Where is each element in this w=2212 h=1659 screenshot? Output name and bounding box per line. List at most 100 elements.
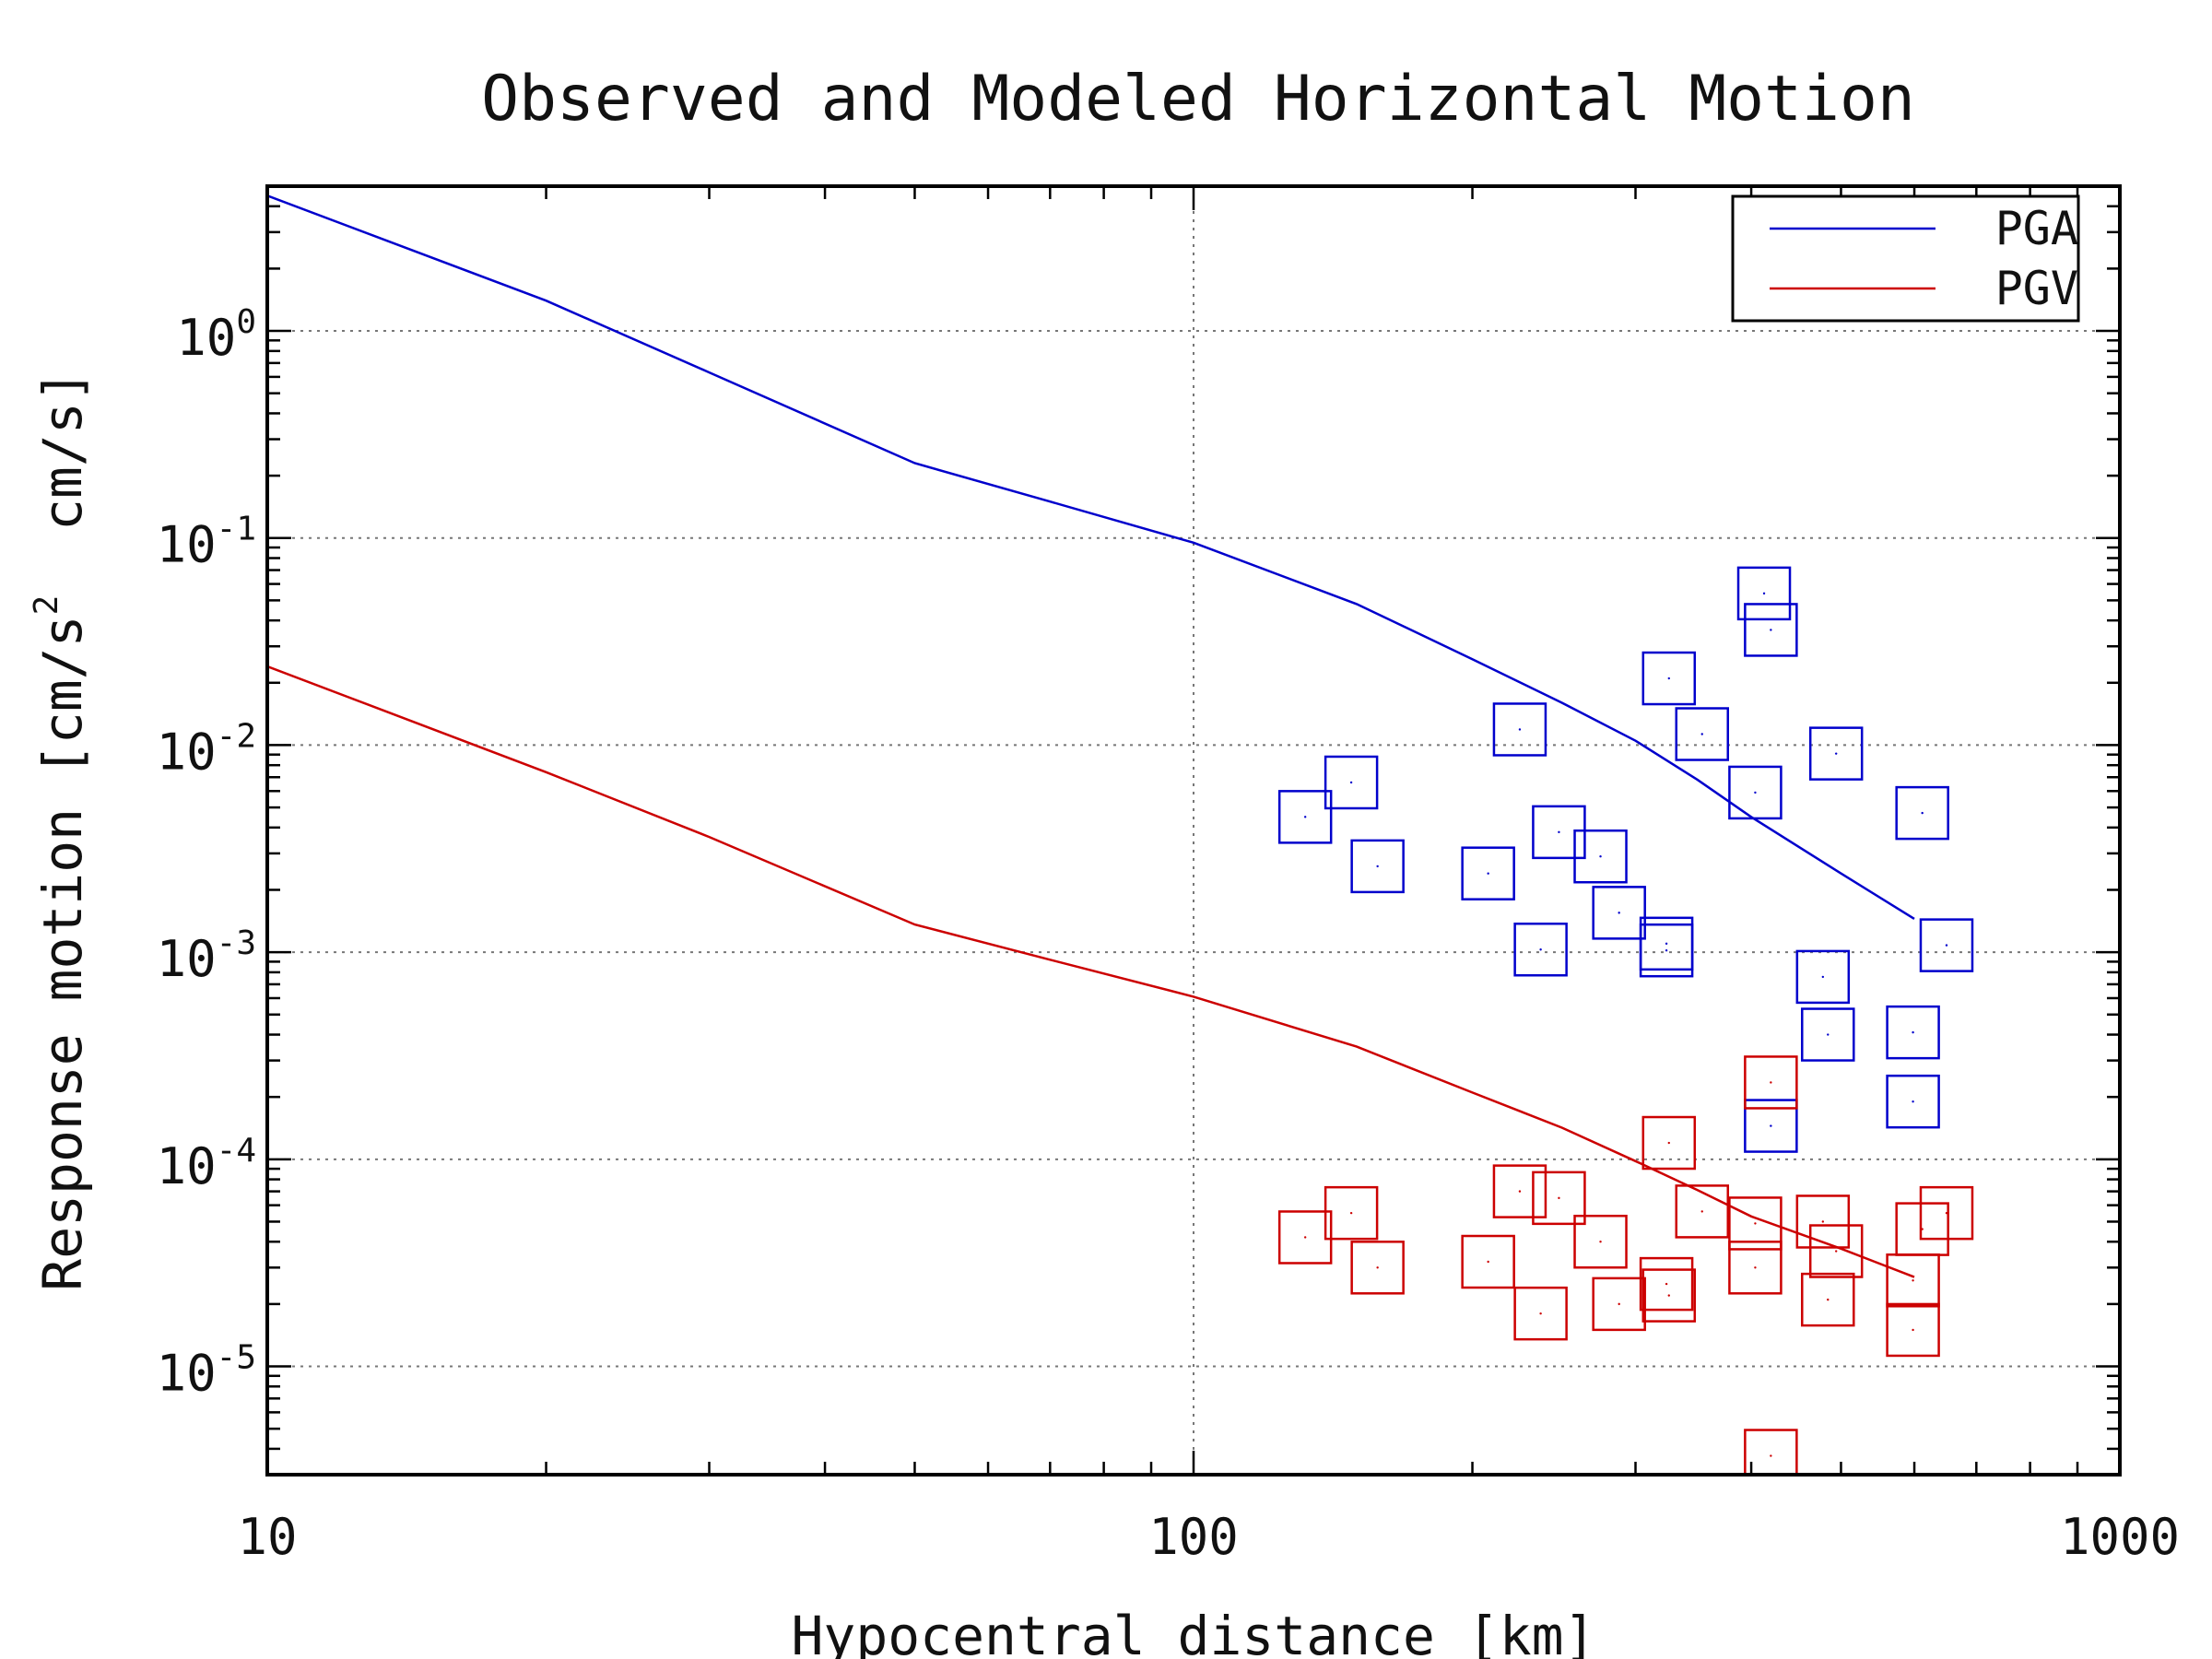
observed-point-center-pgv [1518, 1190, 1522, 1193]
observed-point-center-pga [1518, 728, 1522, 731]
observed-point-pga [1744, 1099, 1798, 1153]
observed-point-pgv [1461, 1234, 1515, 1289]
observed-point-pgv [1492, 1164, 1547, 1218]
observed-point-pga [1492, 702, 1547, 757]
observed-point-center-pgv [1834, 1250, 1838, 1253]
observed-point-center-pga [1762, 592, 1766, 595]
observed-point-pga [1639, 923, 1694, 978]
observed-point-center-pgv [1821, 1220, 1825, 1223]
observed-point-pga [1324, 755, 1379, 810]
y-tick-label-exp: -2 [217, 717, 256, 755]
observed-point-pgv [1592, 1277, 1646, 1332]
observed-point-pga [1886, 1005, 1940, 1060]
observed-point-center-pgv [1349, 1211, 1353, 1215]
observed-point-center-pga [1700, 733, 1703, 735]
observed-point-center-pga [1834, 752, 1838, 755]
observed-point-center-pga [1487, 872, 1489, 875]
observed-point-center-pga [1770, 629, 1772, 631]
y-axis-label-unit: cm/s] [31, 370, 94, 594]
observed-point-center-pgv [1912, 1328, 1914, 1332]
observed-point-pgv [1886, 1302, 1940, 1358]
observed-point-center-pga [1912, 1100, 1914, 1103]
observed-point-center-pgv [1539, 1312, 1542, 1315]
observed-point-pga [1592, 886, 1646, 940]
observed-point-center-pgv [1667, 1294, 1670, 1297]
observed-point-center-pgv [1754, 1222, 1757, 1225]
observed-point-center-pgv [1770, 1454, 1772, 1457]
observed-point-center-pgv [1667, 1141, 1670, 1145]
observed-point-pga [1532, 805, 1586, 860]
plot-area [267, 194, 1974, 1475]
observed-point-pgv [1808, 1224, 1864, 1278]
observed-point-center-pgv [1945, 1211, 1948, 1215]
observed-point-pgv [1641, 1115, 1697, 1171]
observed-point-center-pga [1376, 865, 1379, 868]
observed-point-pga [1573, 829, 1628, 884]
y-tick-label-base: 10 [157, 1345, 217, 1403]
observed-point-center-pgv [1618, 1302, 1620, 1306]
observed-point-pgv [1324, 1185, 1379, 1241]
legend: PGA PGV [1731, 194, 2080, 323]
x-tick-labels: 10 100 1000 [237, 1508, 2180, 1566]
observed-point-center-pga [1558, 830, 1560, 834]
x-tick-label: 1000 [2060, 1508, 2180, 1566]
observed-point-center-pga [1667, 677, 1670, 680]
y-tick-label-exp: -3 [217, 924, 256, 962]
observed-point-pgv [1573, 1214, 1628, 1269]
plot-frame [265, 184, 2122, 1477]
y-tick-label: 10-3 [157, 924, 256, 988]
observed-point-center-pga [1945, 944, 1948, 947]
y-axis-label-sup: 2 [28, 595, 65, 616]
observed-point-pgv [1350, 1241, 1405, 1295]
observed-point-center-pga [1599, 855, 1602, 858]
observed-point-pgv [1895, 1202, 1949, 1256]
observed-point-center-pgv [1912, 1279, 1914, 1282]
y-tick-label: 100 [176, 303, 256, 367]
y-axis-label-main: Response motion [cm/s [31, 615, 94, 1290]
observed-point-pga [1808, 726, 1864, 781]
y-axis-label: Response motion [cm/s2 cm/s] [28, 370, 94, 1290]
y-tick-label: 10-5 [157, 1339, 256, 1403]
observed-point-pga [1513, 922, 1568, 977]
observed-point-pga [1728, 765, 1783, 820]
observed-point-pgv [1639, 1256, 1694, 1312]
y-tick-label-base: 10 [176, 309, 236, 367]
y-tick-label-base: 10 [157, 1137, 217, 1195]
observed-point-center-pga [1821, 975, 1825, 979]
observed-point-pgv [1277, 1210, 1333, 1265]
observed-point-pga [1461, 846, 1515, 900]
chart-title: Observed and Modeled Horizontal Motion [481, 63, 1915, 135]
observed-point-center-pga [1303, 816, 1307, 818]
observed-point-center-pgv [1754, 1266, 1757, 1269]
observed-point-pgv [1675, 1184, 1729, 1239]
x-tick-label: 100 [1148, 1508, 1239, 1566]
observed-point-center-pga [1754, 791, 1757, 794]
observed-point-center-pga [1912, 1030, 1914, 1034]
observed-point-pga [1895, 785, 1949, 841]
observed-point-center-pga [1665, 942, 1668, 946]
grid-lines [267, 186, 2120, 1475]
observed-point-pga [1350, 839, 1405, 894]
observed-point-pgv [1801, 1272, 1855, 1327]
observed-point-pga [1886, 1074, 1940, 1129]
y-tick-label-exp: -5 [217, 1339, 256, 1377]
y-tick-label-exp: -1 [217, 511, 256, 548]
x-axis-label: Hypocentral distance [km] [792, 1605, 1596, 1659]
observed-point-pgv [1728, 1241, 1783, 1295]
y-tick-label: 10-2 [157, 717, 256, 781]
observed-point-center-pga [1349, 781, 1353, 784]
observed-point-pga [1919, 918, 1974, 972]
observed-point-center-pgv [1599, 1241, 1602, 1243]
observed-point-center-pgv [1303, 1236, 1307, 1239]
observed-point-pgv [1744, 1429, 1798, 1475]
observed-point-pgv [1513, 1286, 1568, 1341]
observed-point-pga [1675, 707, 1729, 761]
x-tick-label: 10 [237, 1508, 297, 1566]
observed-point-pga [1277, 790, 1333, 844]
observed-point-pgv [1919, 1185, 1974, 1241]
series-pga [267, 194, 1974, 1153]
observed-point-center-pga [1827, 1033, 1830, 1036]
legend-label-pgv: PGV [1995, 262, 2078, 315]
legend-box [1731, 194, 2080, 323]
